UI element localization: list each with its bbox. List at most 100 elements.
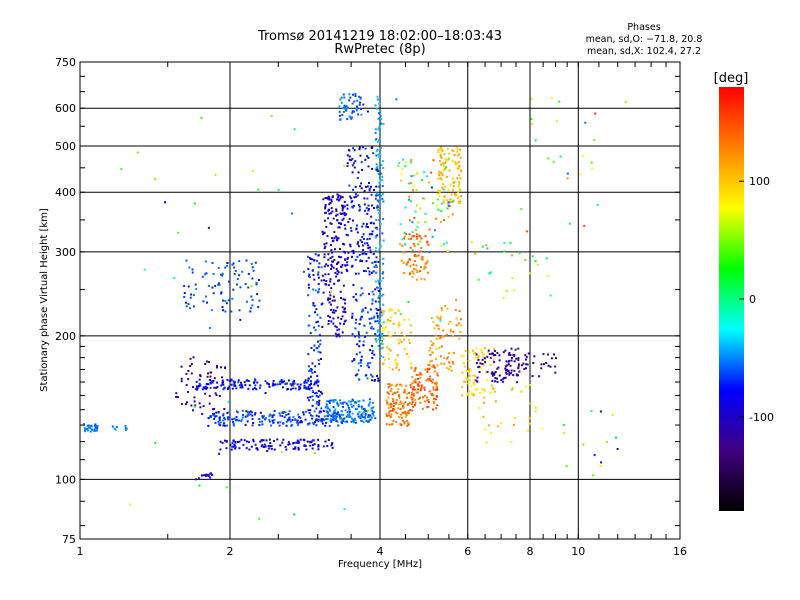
data-point: [255, 283, 258, 285]
data-point: [281, 411, 284, 414]
data-point: [310, 380, 312, 383]
data-point: [502, 351, 505, 354]
data-point: [550, 96, 553, 99]
data-point: [464, 350, 467, 352]
data-point: [357, 415, 360, 418]
data-point: [205, 387, 208, 390]
data-point: [377, 329, 380, 332]
data-point: [432, 378, 434, 381]
data-point: [383, 309, 385, 312]
data-point: [208, 394, 211, 397]
data-point: [192, 386, 194, 389]
data-point: [447, 188, 450, 191]
data-point: [193, 400, 196, 403]
data-point: [399, 242, 401, 245]
data-point: [313, 410, 316, 413]
data-point: [84, 430, 87, 433]
data-point: [358, 95, 360, 98]
data-point: [95, 427, 98, 430]
data-point: [317, 380, 320, 383]
data-point: [413, 394, 416, 397]
data-point: [330, 263, 333, 266]
data-point: [194, 283, 197, 286]
data-point: [258, 420, 261, 423]
data-point: [361, 407, 364, 410]
data-point: [461, 386, 464, 388]
data-point: [368, 293, 371, 296]
data-point: [223, 424, 226, 427]
data-point: [371, 352, 374, 355]
data-point: [246, 420, 249, 423]
data-point: [446, 199, 449, 202]
data-point: [251, 266, 254, 269]
data-point: [427, 405, 430, 408]
data-point: [273, 439, 276, 442]
data-point: [518, 370, 521, 373]
data-point: [341, 196, 344, 199]
data-point: [554, 371, 557, 374]
data-point: [340, 266, 343, 268]
data-point: [438, 174, 441, 177]
data-point: [416, 172, 419, 175]
data-point: [328, 407, 331, 410]
data-point: [368, 398, 371, 401]
data-point: [358, 148, 361, 151]
data-point: [412, 263, 415, 266]
data-point: [510, 357, 513, 359]
data-point: [540, 363, 543, 366]
data-point: [458, 310, 461, 313]
data-point: [449, 198, 452, 201]
data-point: [434, 229, 436, 232]
data-point: [530, 97, 533, 100]
data-point: [391, 423, 394, 426]
data-point: [435, 407, 438, 410]
data-point: [313, 370, 316, 373]
data-point: [348, 408, 351, 411]
data-point: [513, 354, 516, 357]
data-point: [362, 340, 365, 343]
data-point: [339, 196, 342, 199]
data-point: [288, 418, 291, 421]
data-point: [284, 411, 287, 414]
data-point: [343, 104, 346, 107]
data-point: [397, 388, 400, 391]
data-point: [314, 452, 316, 455]
data-point: [445, 166, 448, 169]
data-point: [367, 226, 369, 229]
data-point: [382, 338, 385, 341]
data-point: [593, 454, 596, 457]
data-point: [517, 359, 520, 362]
data-point: [317, 350, 320, 353]
data-point: [311, 258, 314, 261]
data-point: [143, 268, 146, 271]
data-point: [393, 408, 396, 411]
data-point: [390, 309, 393, 312]
data-point: [323, 256, 326, 259]
data-point: [251, 277, 254, 280]
data-point: [227, 280, 230, 283]
data-point: [447, 322, 450, 325]
data-point: [317, 359, 320, 362]
data-point: [297, 448, 300, 451]
data-point: [351, 255, 353, 258]
data-point: [375, 312, 378, 315]
data-point: [310, 347, 313, 349]
data-point: [335, 415, 338, 418]
data-point: [456, 150, 459, 153]
data-point: [233, 273, 236, 275]
data-point: [226, 416, 229, 419]
data-point: [343, 420, 346, 423]
data-point: [406, 403, 409, 406]
data-point: [367, 404, 370, 407]
data-point: [377, 260, 380, 263]
data-point: [351, 102, 354, 105]
data-point: [187, 285, 190, 288]
data-point: [418, 234, 421, 237]
data-point: [528, 422, 531, 425]
data-point: [442, 201, 445, 204]
data-point: [285, 448, 288, 451]
info-heading: Phases: [627, 22, 660, 33]
data-point: [381, 272, 384, 275]
data-point: [311, 362, 314, 365]
data-point: [194, 478, 197, 481]
